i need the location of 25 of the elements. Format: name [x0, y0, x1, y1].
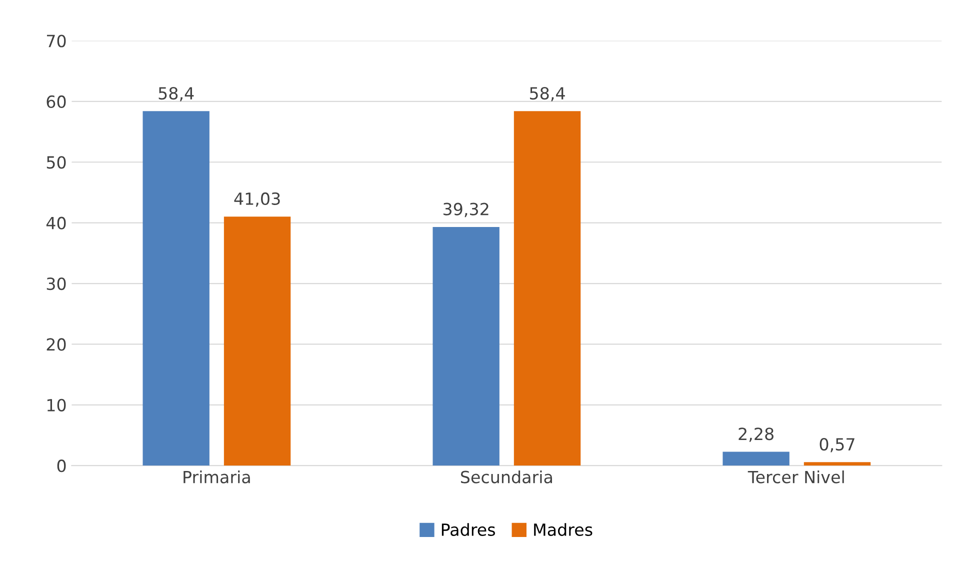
x-tick-label: Secundaria: [460, 470, 552, 484]
x-tick-label: Primaria: [184, 470, 250, 484]
legend-label: Madres: [534, 523, 592, 536]
data-label: 39,32: [443, 202, 488, 218]
bar: [804, 462, 871, 466]
data-label: 58,4: [158, 86, 194, 102]
data-label: 41,03: [234, 192, 280, 207]
data-label: 58,4: [530, 86, 565, 102]
bar: [142, 111, 210, 466]
y-tick-label: 50: [46, 156, 66, 169]
x-tick-label: Tercer Nivel: [748, 470, 844, 484]
y-tick-label: 40: [46, 216, 66, 230]
legend-label: Padres: [442, 523, 495, 536]
y-tick-label: 70: [47, 34, 66, 48]
y-tick-label: 60: [46, 95, 66, 108]
data-label: 2,28: [738, 428, 774, 442]
data-label: 0,57: [820, 438, 854, 452]
y-tick-label: 10: [47, 398, 66, 412]
y-tick-label: 0: [57, 460, 66, 472]
bar: [224, 216, 291, 466]
bar: [432, 226, 500, 466]
bar: [722, 452, 790, 466]
y-tick-label: 20: [46, 338, 66, 351]
bar: [514, 111, 581, 466]
y-tick-label: 30: [46, 277, 66, 290]
